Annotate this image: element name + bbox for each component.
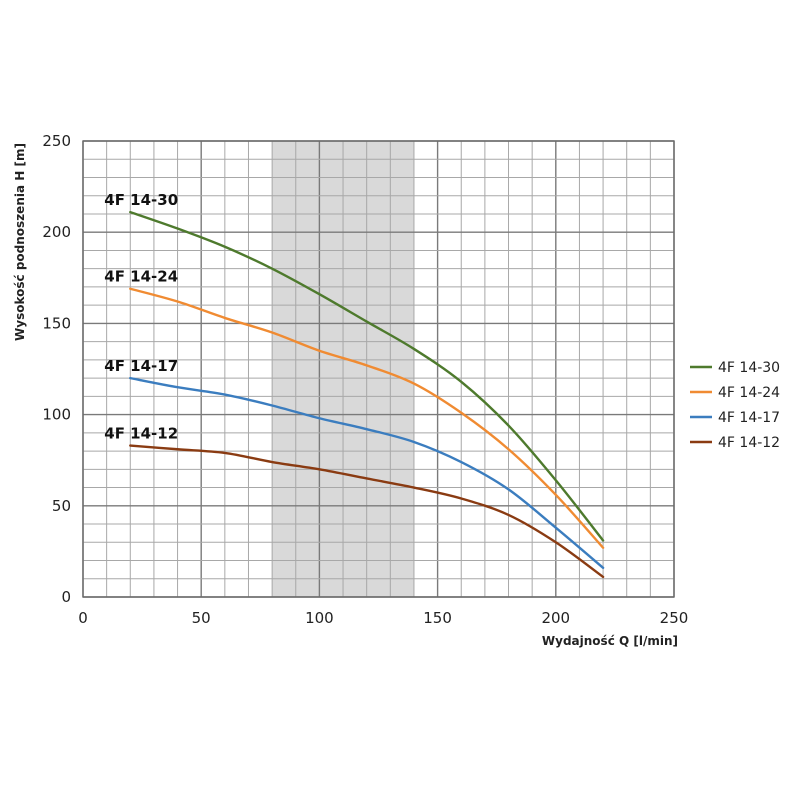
legend-label: 4F 14-24: [718, 385, 780, 401]
y-tick-label: 50: [52, 497, 71, 515]
series-line: [129, 287, 605, 549]
y-tick-label: 200: [42, 223, 71, 241]
x-tick-label: 100: [305, 609, 334, 627]
legend-label: 4F 14-17: [718, 410, 780, 426]
series-line: [129, 376, 605, 570]
series-line: [129, 444, 605, 579]
series-line: [129, 210, 605, 542]
y-tick-label: 250: [42, 132, 71, 150]
plot-frame: [82, 140, 675, 598]
series-curve-label: 4F 14-17: [104, 357, 178, 375]
x-tick-label: 150: [423, 609, 452, 627]
tick-labels: 0 50 100 150 200 250 0 50 100 150 200 250: [42, 132, 688, 627]
series-lines: [129, 210, 605, 579]
x-tick-label: 50: [192, 609, 211, 627]
series-curve-label: 4F 14-30: [104, 191, 178, 209]
legend-label: 4F 14-12: [718, 435, 780, 451]
y-axis-label: Wysokość podnoszenia H [m]: [13, 143, 27, 341]
x-tick-label: 0: [78, 609, 88, 627]
y-tick-label: 100: [42, 406, 71, 424]
legend-label: 4F 14-30: [718, 360, 780, 376]
curve-labels: 4F 14-30 4F 14-24 4F 14-17 4F 14-12: [104, 191, 178, 442]
series-curve-label: 4F 14-24: [104, 268, 178, 286]
legend: 4F 14-30 4F 14-24 4F 14-17 4F 14-12: [690, 360, 780, 451]
y-tick-label: 0: [61, 588, 71, 606]
series-curve-label: 4F 14-12: [104, 425, 178, 443]
x-axis-label: Wydajność Q [l/min]: [542, 634, 678, 648]
x-tick-label: 250: [660, 609, 689, 627]
y-tick-label: 150: [42, 314, 71, 332]
x-tick-label: 200: [541, 609, 570, 627]
